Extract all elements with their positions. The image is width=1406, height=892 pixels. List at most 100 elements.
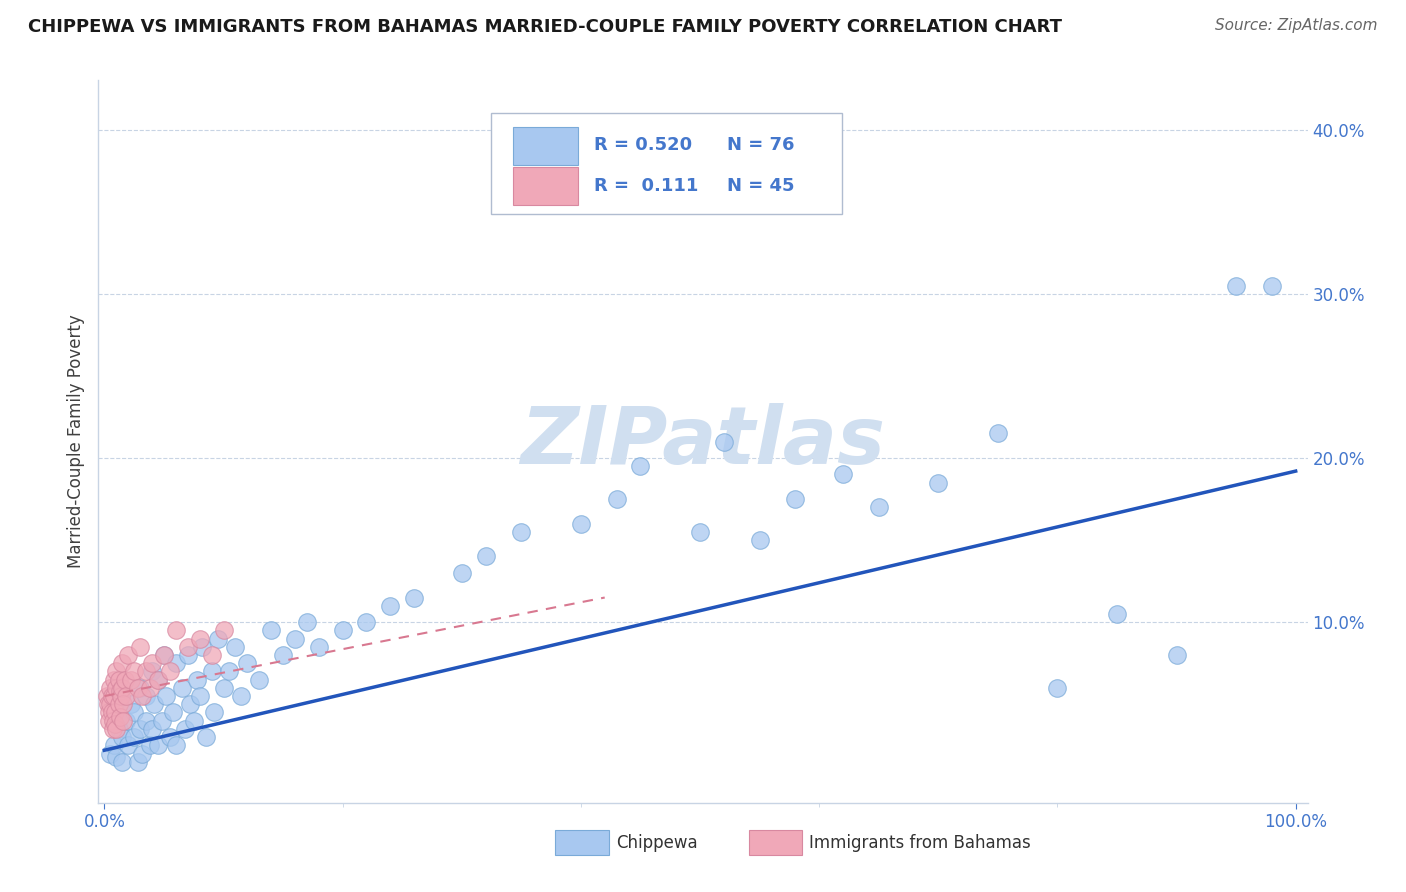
Text: R = 0.520: R = 0.520 — [595, 136, 692, 154]
Point — [159, 730, 181, 744]
Point — [135, 689, 157, 703]
Point — [404, 591, 426, 605]
Point — [101, 722, 124, 736]
Point — [474, 549, 496, 564]
Point — [105, 681, 128, 695]
Text: Source: ZipAtlas.com: Source: ZipAtlas.com — [1215, 18, 1378, 33]
Y-axis label: Married-Couple Family Poverty: Married-Couple Family Poverty — [67, 315, 86, 568]
Point — [111, 657, 134, 671]
Point — [153, 648, 176, 662]
Point — [114, 689, 136, 703]
Point — [117, 739, 139, 753]
Point — [231, 689, 253, 703]
Point — [606, 491, 628, 506]
Point — [1225, 278, 1247, 293]
Point — [212, 681, 235, 695]
Point — [120, 698, 142, 712]
Point — [162, 706, 184, 720]
Point — [105, 749, 128, 764]
Point — [155, 689, 177, 703]
Point — [120, 673, 142, 687]
Point — [129, 681, 152, 695]
Point — [98, 747, 121, 761]
Point — [107, 698, 129, 712]
Point — [159, 665, 181, 679]
Point — [153, 648, 176, 662]
FancyBboxPatch shape — [513, 128, 578, 165]
Point — [284, 632, 307, 646]
Point — [131, 747, 153, 761]
Point — [748, 533, 770, 547]
Point — [1166, 648, 1188, 662]
Point — [104, 717, 127, 731]
Point — [138, 739, 160, 753]
Point — [1046, 681, 1069, 695]
Text: Chippewa: Chippewa — [616, 833, 697, 852]
Point — [104, 706, 127, 720]
Point — [146, 673, 169, 687]
Point — [122, 730, 145, 744]
Point — [186, 673, 208, 687]
Point — [108, 710, 131, 724]
Point — [141, 665, 163, 679]
Point — [194, 730, 217, 744]
Point — [177, 648, 200, 662]
Point — [112, 698, 135, 712]
Point — [218, 665, 240, 679]
Point — [135, 714, 157, 728]
Point — [96, 689, 118, 703]
Point — [98, 681, 121, 695]
Point — [927, 475, 949, 490]
Point — [165, 657, 187, 671]
Point — [165, 624, 187, 638]
Point — [450, 566, 472, 580]
Point — [987, 426, 1010, 441]
Point — [129, 640, 152, 654]
FancyBboxPatch shape — [492, 112, 842, 214]
Point — [146, 739, 169, 753]
Point — [98, 706, 121, 720]
FancyBboxPatch shape — [555, 830, 609, 855]
Point — [117, 648, 139, 662]
Point — [191, 640, 214, 654]
Point — [188, 632, 211, 646]
Point — [100, 706, 122, 720]
Point — [98, 698, 121, 712]
Point — [202, 706, 225, 720]
Point — [103, 673, 125, 687]
Point — [114, 673, 136, 687]
Point — [103, 739, 125, 753]
Point — [170, 681, 193, 695]
Point — [200, 648, 222, 662]
Point — [107, 722, 129, 736]
Point — [143, 698, 166, 712]
Point — [868, 500, 890, 515]
Point — [380, 599, 402, 613]
Point — [111, 755, 134, 769]
Point — [127, 755, 149, 769]
Point — [224, 640, 246, 654]
Point — [207, 632, 229, 646]
Point — [101, 714, 124, 728]
Point — [212, 624, 235, 638]
Point — [165, 739, 187, 753]
Point — [271, 648, 294, 662]
Text: CHIPPEWA VS IMMIGRANTS FROM BAHAMAS MARRIED-COUPLE FAMILY POVERTY CORRELATION CH: CHIPPEWA VS IMMIGRANTS FROM BAHAMAS MARR… — [28, 18, 1062, 36]
Point — [689, 524, 711, 539]
Point — [177, 640, 200, 654]
Point — [183, 714, 205, 728]
Point — [103, 689, 125, 703]
Point — [122, 665, 145, 679]
Point — [108, 684, 131, 698]
Point — [356, 615, 378, 630]
Point — [97, 698, 120, 712]
Text: Immigrants from Bahamas: Immigrants from Bahamas — [810, 833, 1031, 852]
Point — [111, 681, 134, 695]
Text: ZIPatlas: ZIPatlas — [520, 402, 886, 481]
Point — [129, 722, 152, 736]
Point — [100, 689, 122, 703]
Point — [260, 624, 283, 638]
Point — [1261, 278, 1284, 293]
Point — [150, 714, 173, 728]
Point — [127, 681, 149, 695]
